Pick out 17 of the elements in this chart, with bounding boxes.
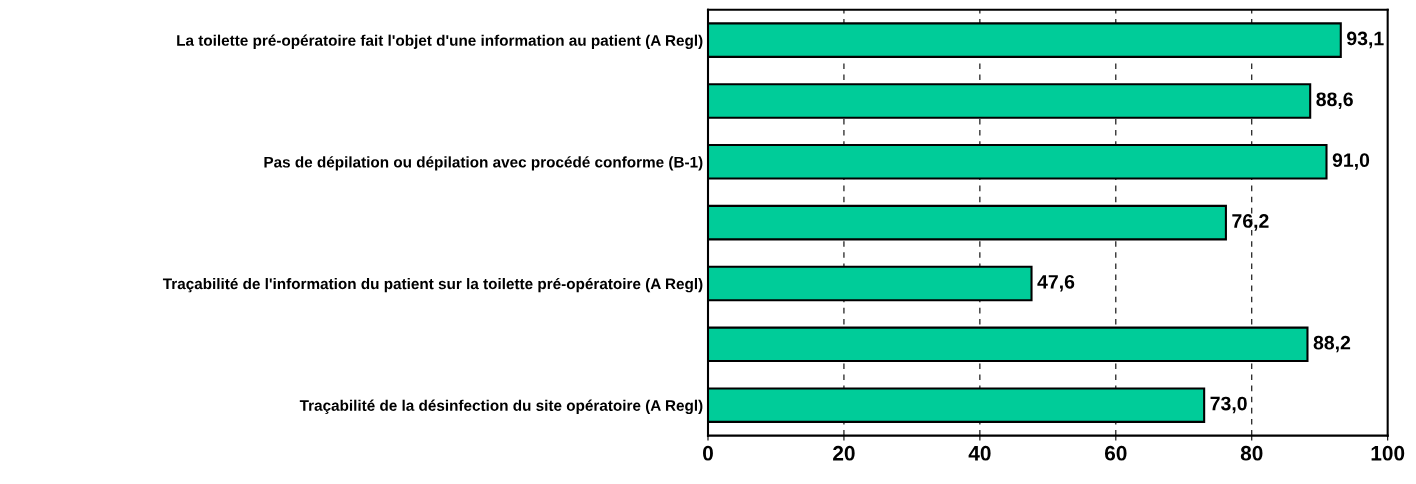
y-tick-label: La toilette pré-opératoire fait l'objet d'une information au patient (A Regl) <box>177 34 703 49</box>
data-label: 93,1 <box>1347 31 1384 49</box>
x-tick-label: 60 <box>1104 445 1127 461</box>
data-label: 91,0 <box>1332 153 1370 170</box>
y-tick-label: Traçabilité de l'information du patient sur la toilette pré-opératoire (A Regl) <box>162 277 703 293</box>
data-label: 88,2 <box>1313 335 1351 353</box>
y-tick-label: Pas de dépilation ou dépilation avec procédé conforme (B-1) <box>264 156 703 171</box>
y-tick-label: Traçabilité de la désinfection du site opératoire (A Regl) <box>299 399 703 415</box>
x-tick-label: 40 <box>968 445 991 461</box>
data-label: 76,2 <box>1232 214 1269 231</box>
data-label: 88,6 <box>1316 92 1353 109</box>
x-tick-label: 80 <box>1240 445 1263 461</box>
x-tick-label: 20 <box>833 445 855 461</box>
x-tick-label: 100 <box>1371 445 1405 461</box>
data-label: 73,0 <box>1210 396 1247 414</box>
x-tick-label: 0 <box>703 445 713 461</box>
data-label: 47,6 <box>1037 274 1075 292</box>
